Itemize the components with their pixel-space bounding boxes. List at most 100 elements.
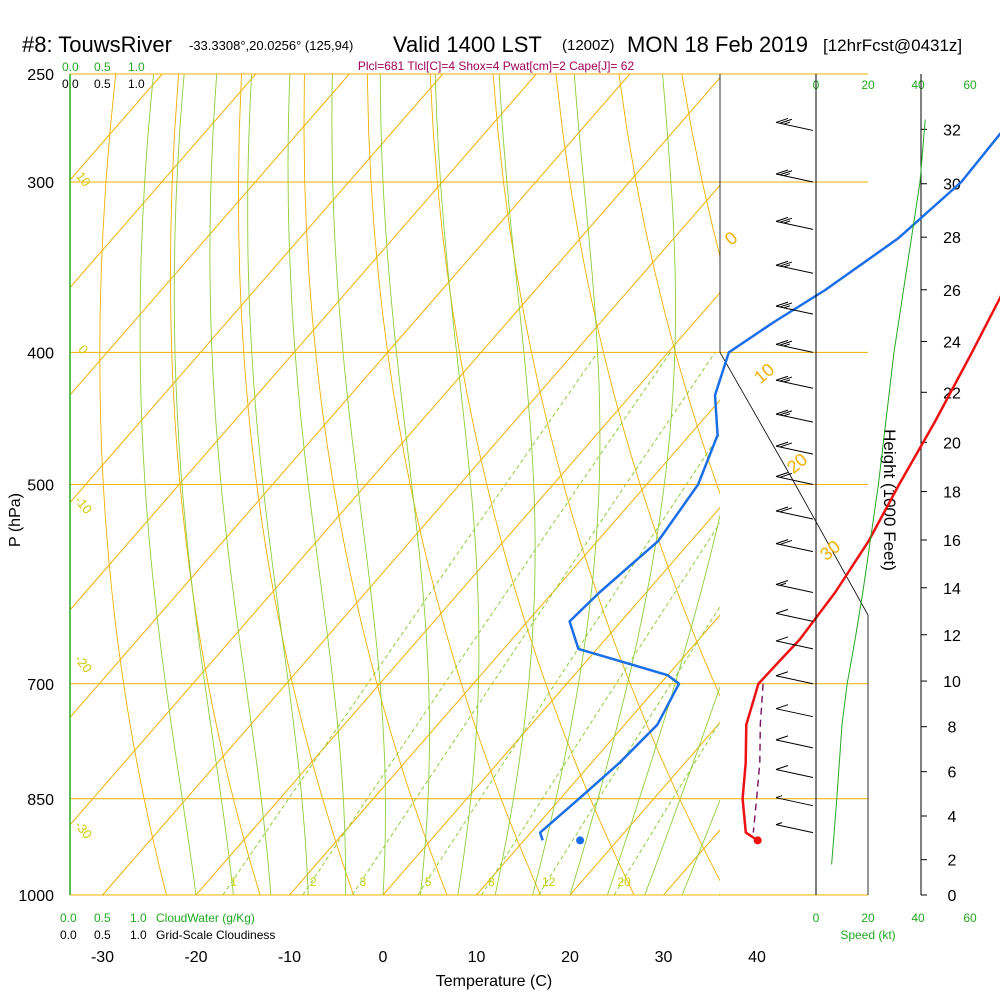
wind-barb-flag bbox=[779, 442, 793, 448]
wind-barb-half bbox=[783, 413, 791, 417]
x-tick-label: 20 bbox=[561, 949, 579, 966]
cloud-scale-bottom-green-2: 1.0 bbox=[130, 911, 147, 925]
height-tick-label: 4 bbox=[948, 809, 957, 826]
mixing-ratio-label: 8 bbox=[488, 875, 495, 889]
wind-scale-top: 20 40 60 0 bbox=[813, 78, 977, 92]
height-tick-label: 0 bbox=[948, 888, 957, 905]
height-tick-label: 16 bbox=[943, 533, 961, 550]
mixing-ratio-label: 2 bbox=[310, 875, 317, 889]
isotherm bbox=[70, 74, 257, 289]
mixing-ratio-line bbox=[538, 605, 720, 895]
wind-barb bbox=[775, 216, 814, 230]
wind-barb bbox=[775, 764, 814, 778]
wind-barb-flag bbox=[775, 169, 789, 175]
moist-adiabat bbox=[379, 74, 430, 895]
height-tick-label: 32 bbox=[943, 122, 961, 139]
x-tick-label: -30 bbox=[91, 949, 114, 966]
sounding-series bbox=[538, 131, 1000, 845]
wind-barb bbox=[775, 301, 814, 315]
wind-barb bbox=[775, 441, 814, 455]
wind-scale-bottom-green-2: 60 bbox=[963, 911, 977, 925]
dry-adiabat bbox=[555, 74, 720, 697]
wind-barb-half bbox=[775, 822, 783, 826]
wind-barb-flag bbox=[779, 118, 793, 124]
wind-barb bbox=[775, 608, 814, 622]
mixing-ratio-label: 3 bbox=[359, 875, 366, 889]
cloud-scale-top-black-1: 0.5 bbox=[94, 77, 111, 91]
parcel-line bbox=[752, 683, 764, 833]
height-tick-label: 6 bbox=[948, 765, 957, 782]
wind-barb-flag bbox=[779, 539, 793, 545]
moist-adiabat bbox=[494, 74, 536, 895]
wind-barb-flag bbox=[775, 117, 789, 123]
dry-adiabat bbox=[366, 74, 541, 895]
wind-barb-staff bbox=[775, 173, 814, 183]
wind-barb-half bbox=[783, 343, 791, 347]
tropopause-frame bbox=[719, 352, 869, 895]
isotherm-label-left: 0 bbox=[75, 342, 91, 357]
wind-barb bbox=[775, 671, 814, 685]
dewpoint-line bbox=[538, 131, 1000, 841]
height-tick-label: 26 bbox=[943, 283, 961, 300]
height-tick-label: 14 bbox=[943, 581, 961, 598]
wind-barb bbox=[775, 539, 814, 553]
wind-scale-top-green-1: 40 bbox=[911, 78, 925, 92]
cloud-scale-top-green-1: 0.5 bbox=[94, 60, 111, 74]
x-tick-label: 0 bbox=[379, 949, 388, 966]
x-tick-label: -20 bbox=[184, 949, 207, 966]
wind-barb-flag bbox=[775, 375, 789, 381]
mixing-ratio-line bbox=[480, 522, 720, 895]
moist-adiabat bbox=[139, 74, 197, 895]
dry-adiabat bbox=[169, 74, 261, 895]
x-tick-label: 10 bbox=[468, 949, 486, 966]
wind-barb-staff bbox=[775, 612, 814, 622]
dry-adiabat bbox=[303, 74, 448, 895]
mixing-ratio-line bbox=[302, 352, 671, 895]
wind-barb-flag bbox=[775, 539, 789, 545]
wind-barb-staff bbox=[775, 640, 814, 650]
x-tick-label: -10 bbox=[278, 949, 301, 966]
surface-temperature-dot bbox=[753, 836, 762, 845]
utc-time: (1200Z) bbox=[562, 37, 615, 54]
wind-barb-staff bbox=[775, 445, 814, 455]
isotherm bbox=[476, 614, 720, 895]
wind-barb-flag bbox=[775, 301, 789, 307]
wind-barb-half bbox=[783, 264, 791, 268]
pressure-label: 500 bbox=[27, 478, 54, 495]
height-tick-label: 2 bbox=[948, 853, 957, 870]
cloud-scale-top-green-2: 1.0 bbox=[128, 60, 145, 74]
station-coords: -33.3308°,20.0256° (125,94) bbox=[189, 38, 353, 53]
wind-barb-flag bbox=[775, 608, 789, 614]
moist-adiabat bbox=[644, 685, 720, 895]
wind-barb-staff bbox=[775, 768, 814, 778]
cloud-scale-bottom-green-0: 0.0 bbox=[60, 911, 77, 925]
wind-barb bbox=[775, 375, 814, 389]
cloudiness-label: Grid-Scale Cloudiness bbox=[156, 928, 275, 942]
height-tick-label: 8 bbox=[948, 720, 957, 737]
cloud-scale-bottom-black-2: 1.0 bbox=[130, 928, 147, 942]
wind-barb-staff bbox=[775, 413, 814, 423]
x-tick-label: 30 bbox=[655, 949, 673, 966]
height-tick-label: 10 bbox=[943, 674, 961, 691]
height-tick-label: 28 bbox=[943, 230, 961, 247]
wind-scale-top-green-2: 60 bbox=[963, 78, 977, 92]
pressure-label: 850 bbox=[27, 792, 54, 809]
mixing-ratio-line bbox=[351, 352, 716, 895]
wind-speed-label: Speed (kt) bbox=[840, 928, 895, 942]
isotherm-label-left: 10 bbox=[73, 169, 94, 190]
wind-barb bbox=[775, 506, 814, 520]
isotherm bbox=[569, 721, 720, 895]
wind-barb-half bbox=[783, 305, 791, 309]
wind-scale-bottom-black-0: 0 bbox=[813, 911, 820, 925]
moist-adiabat bbox=[681, 799, 720, 895]
wind-barb bbox=[775, 260, 814, 274]
y-axis-title: P (hPa) bbox=[7, 493, 24, 547]
isotherm-label-right: 20 bbox=[783, 449, 811, 477]
wind-barb bbox=[775, 735, 814, 749]
wind-barb bbox=[775, 704, 814, 718]
wind-barb-flag bbox=[779, 340, 793, 346]
wind-barb bbox=[775, 795, 814, 807]
cloud-scale-top-green-0: 0.0 bbox=[62, 60, 79, 74]
surface-dewpoint-dot bbox=[576, 836, 585, 845]
wind-barb-flag bbox=[779, 170, 793, 176]
